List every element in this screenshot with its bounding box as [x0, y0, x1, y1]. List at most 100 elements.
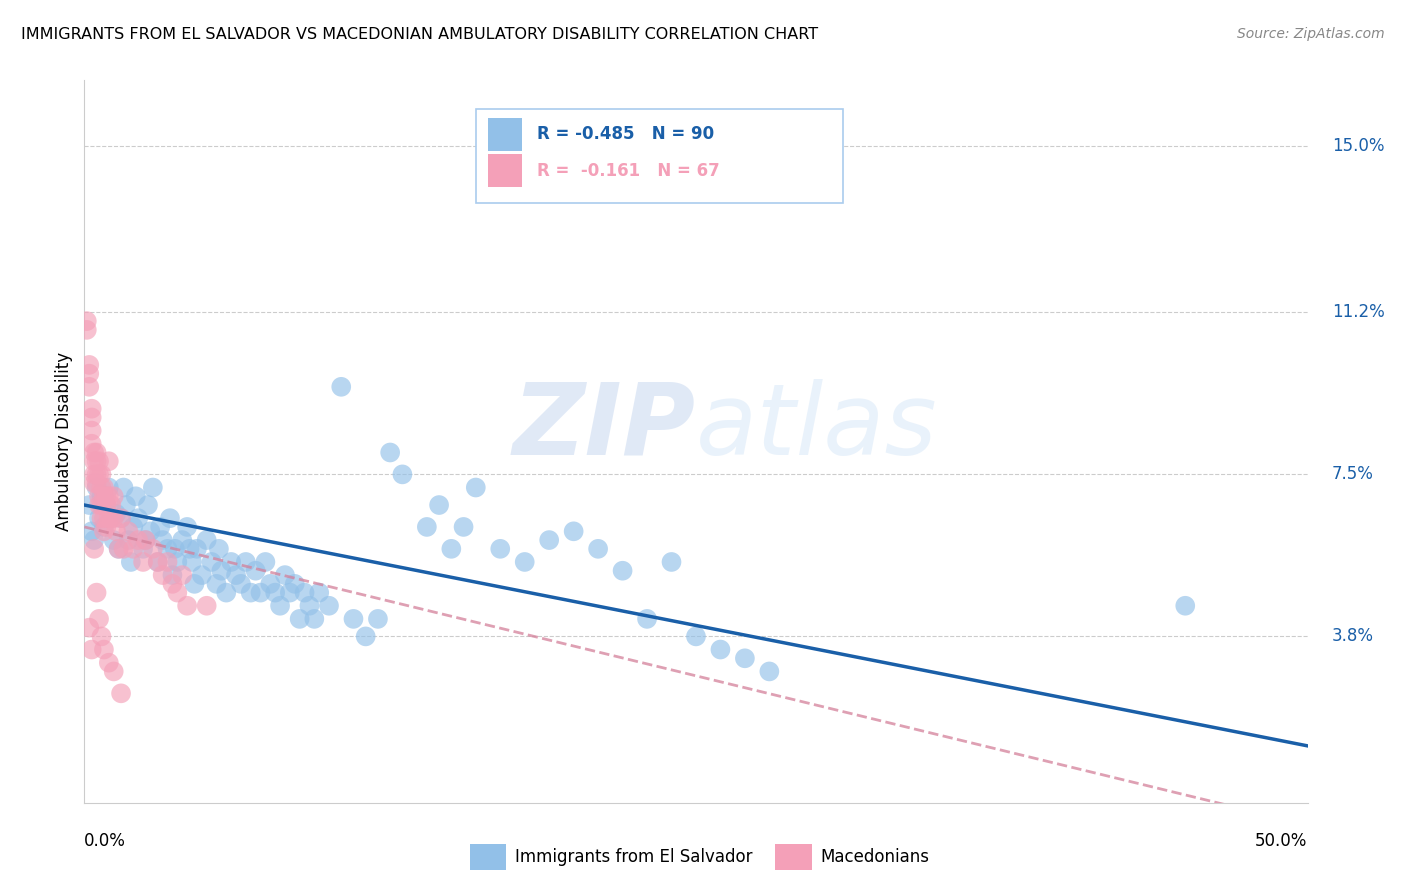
Point: [685, 629, 707, 643]
Point: [93, 511, 115, 525]
Point: [77, 358, 100, 372]
Point: [156, 555, 179, 569]
Point: [709, 642, 731, 657]
Point: [127, 511, 149, 525]
Point: [427, 498, 450, 512]
Point: [103, 665, 125, 679]
Point: [135, 533, 157, 547]
Point: [83, 533, 105, 547]
Bar: [470, 844, 506, 870]
Point: [100, 498, 122, 512]
Point: [83, 476, 105, 491]
Point: [758, 665, 780, 679]
Point: [80, 524, 103, 539]
Point: [105, 507, 128, 521]
Point: [225, 568, 247, 582]
Point: [107, 541, 129, 556]
Point: [166, 585, 188, 599]
Point: [172, 533, 194, 547]
Point: [112, 541, 135, 556]
Point: [80, 401, 103, 416]
Point: [734, 651, 756, 665]
Point: [86, 445, 108, 459]
Text: R =  -0.161   N = 67: R = -0.161 N = 67: [537, 161, 720, 179]
Point: [208, 541, 231, 556]
Point: [87, 489, 110, 503]
Point: [219, 555, 242, 569]
Point: [77, 498, 100, 512]
Point: [110, 686, 132, 700]
Point: [308, 585, 330, 599]
Point: [191, 568, 214, 582]
Bar: [488, 119, 522, 151]
Point: [110, 511, 132, 525]
Point: [146, 555, 169, 569]
Point: [103, 489, 125, 503]
Point: [100, 511, 122, 525]
Point: [195, 599, 218, 613]
Point: [538, 533, 561, 547]
Point: [105, 524, 128, 539]
Point: [110, 511, 132, 525]
Point: [97, 656, 120, 670]
Point: [259, 577, 281, 591]
Text: Source: ZipAtlas.com: Source: ZipAtlas.com: [1237, 27, 1385, 41]
Point: [80, 410, 103, 425]
Point: [132, 541, 155, 556]
Bar: [776, 844, 813, 870]
Point: [103, 533, 125, 547]
Point: [513, 555, 536, 569]
Point: [330, 380, 353, 394]
Point: [97, 489, 120, 503]
Text: R = -0.485   N = 90: R = -0.485 N = 90: [537, 126, 714, 144]
Point: [127, 533, 149, 547]
Point: [120, 555, 142, 569]
Point: [489, 541, 512, 556]
Point: [195, 533, 218, 547]
Point: [87, 511, 110, 525]
Point: [83, 467, 105, 482]
Point: [90, 481, 112, 495]
Point: [117, 533, 139, 547]
Point: [229, 577, 252, 591]
Point: [380, 445, 402, 459]
Point: [440, 541, 463, 556]
Point: [93, 524, 115, 539]
Text: 50.0%: 50.0%: [1256, 831, 1308, 850]
Y-axis label: Ambulatory Disability: Ambulatory Disability: [55, 352, 73, 531]
Point: [97, 481, 120, 495]
Point: [149, 520, 172, 534]
Point: [86, 467, 108, 482]
Point: [209, 564, 232, 578]
Text: 0.0%: 0.0%: [84, 831, 127, 850]
Point: [235, 555, 257, 569]
Point: [176, 520, 198, 534]
Point: [90, 489, 112, 503]
Point: [298, 599, 321, 613]
Point: [416, 520, 439, 534]
Text: Macedonians: Macedonians: [821, 848, 929, 866]
Point: [354, 629, 377, 643]
Point: [200, 555, 222, 569]
Point: [562, 524, 585, 539]
Point: [264, 585, 287, 599]
Point: [86, 481, 108, 495]
Point: [125, 489, 148, 503]
Point: [142, 481, 165, 495]
Point: [162, 577, 184, 591]
Point: [117, 524, 139, 539]
Point: [122, 541, 145, 556]
Text: 7.5%: 7.5%: [1331, 466, 1374, 483]
Point: [83, 541, 105, 556]
Point: [96, 498, 118, 512]
Point: [86, 454, 108, 468]
Point: [90, 467, 112, 482]
Bar: [488, 154, 522, 186]
Point: [83, 454, 105, 468]
Point: [1174, 599, 1197, 613]
Point: [93, 481, 115, 495]
Point: [80, 642, 103, 657]
Point: [86, 585, 108, 599]
Point: [274, 568, 297, 582]
Point: [83, 445, 105, 459]
